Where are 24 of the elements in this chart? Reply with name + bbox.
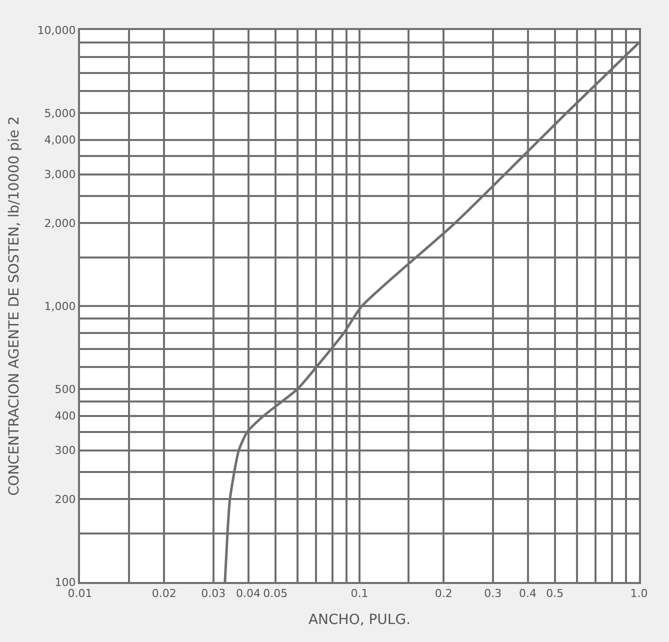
- x-tick-label: 0.5: [546, 587, 564, 600]
- x-tick-label: 0.05: [263, 587, 288, 600]
- y-tick-label: 2,000: [44, 216, 76, 230]
- x-axis-title: ANCHO, PULG.: [308, 612, 411, 628]
- x-tick-label: 0.2: [434, 587, 452, 600]
- y-tick-label: 4,000: [44, 134, 76, 147]
- y-tick-label: 3,000: [44, 168, 76, 182]
- y-tick-label: 300: [54, 444, 76, 458]
- y-tick-label: 10,000: [37, 24, 76, 37]
- x-tick-label: 0.3: [484, 587, 502, 600]
- x-tick-label: 0.4: [519, 587, 537, 600]
- x-tick-label: 0.04: [236, 587, 261, 600]
- y-tick-label: 100: [54, 576, 76, 589]
- x-tick-label: 0.1: [350, 587, 368, 600]
- x-tick-label: 0.03: [201, 587, 226, 600]
- x-tick-label: 1.0: [630, 587, 648, 600]
- y-tick-label: 5,000: [44, 106, 76, 120]
- y-tick-label: 1,000: [44, 300, 76, 313]
- x-tick-label: 0.02: [152, 587, 176, 600]
- y-axis-title: CONCENTRACION AGENTE DE SOSTEN, lb/10000 pie 2: [6, 116, 22, 496]
- y-tick-label: 400: [54, 410, 76, 423]
- y-tick-label: 200: [54, 492, 76, 506]
- x-tick-label: 0.01: [68, 587, 92, 600]
- y-tick-label: 500: [54, 382, 76, 396]
